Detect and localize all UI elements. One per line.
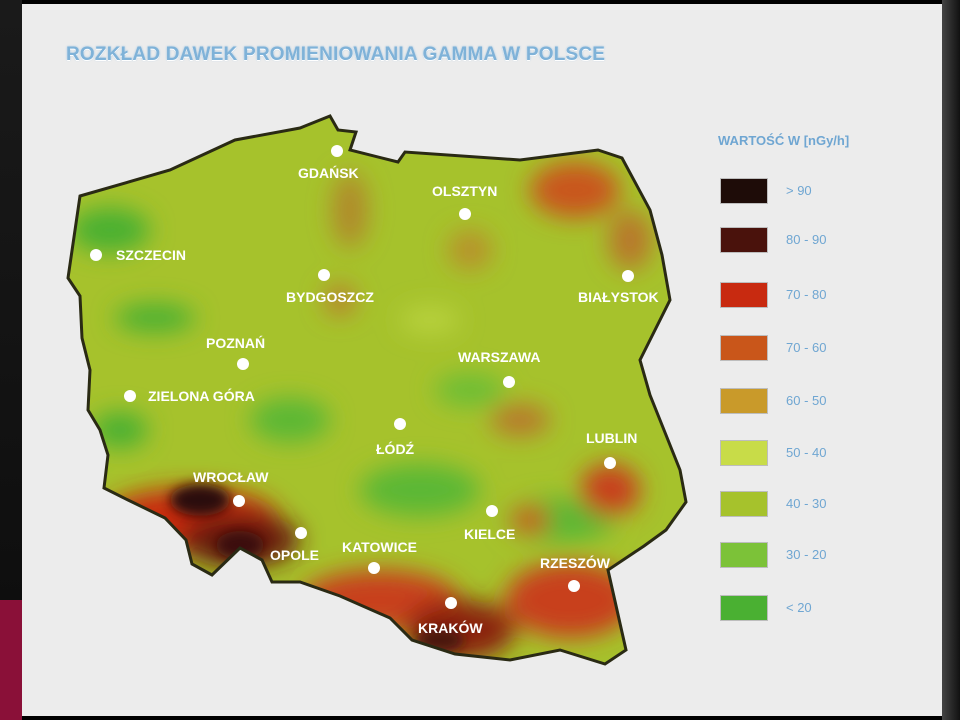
city-marker: GDAŃSK xyxy=(298,145,359,181)
city-label: BYDGOSZCZ xyxy=(286,289,374,305)
city-dot xyxy=(459,208,471,220)
legend-item: 70 - 80 xyxy=(720,282,910,312)
city-dot xyxy=(604,457,616,469)
city-dot xyxy=(503,376,515,388)
legend-item: < 20 xyxy=(720,595,910,625)
left-frame-strip xyxy=(0,0,22,720)
legend-label: > 90 xyxy=(786,183,812,198)
city-label: KATOWICE xyxy=(342,539,417,555)
city-marker: BIAŁYSTOK xyxy=(578,270,659,305)
legend-label: 60 - 50 xyxy=(786,393,827,408)
city-marker: KRAKÓW xyxy=(418,597,483,636)
city-dot xyxy=(445,597,457,609)
city-label: POZNAŃ xyxy=(206,335,265,351)
city-dot xyxy=(486,505,498,517)
city-marker: WROCŁAW xyxy=(193,469,269,507)
city-dot xyxy=(622,270,634,282)
city-dot xyxy=(368,562,380,574)
legend-swatch xyxy=(720,491,768,517)
right-frame-strip xyxy=(942,0,960,720)
city-marker: SZCZECIN xyxy=(90,247,186,263)
legend-label: 30 - 20 xyxy=(786,547,827,562)
legend-item: 70 - 60 xyxy=(720,335,910,365)
legend-label: < 20 xyxy=(786,600,812,615)
city-marker: OLSZTYN xyxy=(432,183,497,220)
city-label: BIAŁYSTOK xyxy=(578,289,659,305)
legend-swatch xyxy=(720,595,768,621)
city-label: SZCZECIN xyxy=(116,247,186,263)
legend-swatch xyxy=(720,388,768,414)
city-label: LUBLIN xyxy=(586,430,637,446)
city-label: WROCŁAW xyxy=(193,469,269,485)
legend-item: 50 - 40 xyxy=(720,440,910,470)
city-dot xyxy=(394,418,406,430)
city-dot xyxy=(295,527,307,539)
cities-layer: GDAŃSK OLSZTYN SZCZECIN BYDGOSZCZ BIAŁYSTOK P… xyxy=(90,145,659,636)
city-label: ZIELONA GÓRA xyxy=(148,387,255,404)
city-dot xyxy=(237,358,249,370)
city-marker: BYDGOSZCZ xyxy=(286,269,374,305)
legend-label: 70 - 60 xyxy=(786,340,827,355)
slide-accent xyxy=(0,600,22,720)
legend-item: > 90 xyxy=(720,178,910,208)
city-marker: ZIELONA GÓRA xyxy=(124,387,255,404)
city-label: OLSZTYN xyxy=(432,183,497,199)
legend-swatch xyxy=(720,178,768,204)
map-title: ROZKŁAD DAWEK PROMIENIOWANIA GAMMA W POL… xyxy=(66,44,606,65)
city-marker: WARSZAWA xyxy=(458,349,540,388)
city-label: RZESZÓW xyxy=(540,554,611,571)
legend-label: 70 - 80 xyxy=(786,287,827,302)
city-label: KRAKÓW xyxy=(418,619,483,636)
legend-item: 80 - 90 xyxy=(720,227,910,257)
city-dot xyxy=(90,249,102,261)
city-marker: LUBLIN xyxy=(586,430,637,469)
legend-swatch xyxy=(720,227,768,253)
city-marker: OPOLE xyxy=(270,527,319,563)
legend-swatch xyxy=(720,542,768,568)
legend-title: WARTOŚĆ W [nGy/h] xyxy=(718,133,850,148)
city-marker: KATOWICE xyxy=(342,539,417,574)
city-dot xyxy=(331,145,343,157)
legend-label: 80 - 90 xyxy=(786,232,827,247)
city-label: GDAŃSK xyxy=(298,165,359,181)
city-label: OPOLE xyxy=(270,547,319,563)
legend-item: 40 - 30 xyxy=(720,491,910,521)
city-dot xyxy=(568,580,580,592)
city-dot xyxy=(233,495,245,507)
city-marker: RZESZÓW xyxy=(540,554,611,592)
city-label: WARSZAWA xyxy=(458,349,540,365)
legend-label: 40 - 30 xyxy=(786,496,827,511)
city-marker: KIELCE xyxy=(464,505,515,542)
legend-item: 60 - 50 xyxy=(720,388,910,418)
city-marker: POZNAŃ xyxy=(206,335,265,370)
city-label: KIELCE xyxy=(464,526,515,542)
legend-item: 30 - 20 xyxy=(720,542,910,572)
city-marker: ŁÓDŹ xyxy=(376,418,415,457)
city-label: ŁÓDŹ xyxy=(376,440,415,457)
legend-swatch xyxy=(720,335,768,361)
legend-swatch xyxy=(720,440,768,466)
legend-label: 50 - 40 xyxy=(786,445,827,460)
legend-swatch xyxy=(720,282,768,308)
city-dot xyxy=(318,269,330,281)
city-dot xyxy=(124,390,136,402)
